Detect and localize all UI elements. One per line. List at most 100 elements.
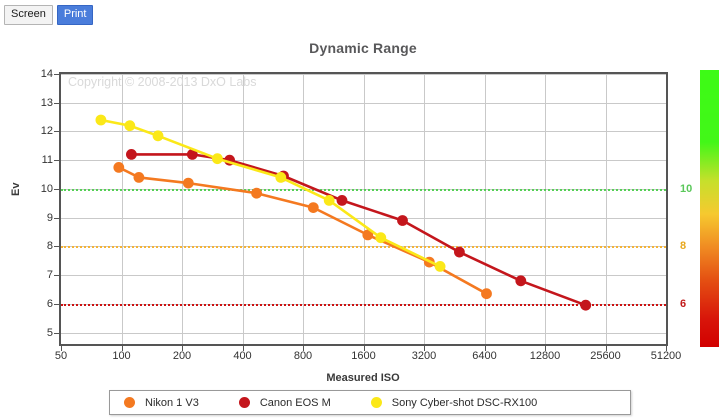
x-axis-tick-label: 12800	[529, 350, 561, 362]
x-axis-tick-label: 6400	[472, 350, 497, 362]
x-axis-tick-label: 25600	[590, 350, 621, 362]
gridline-vertical	[242, 74, 244, 344]
y-axis-tick-label: 6	[46, 297, 53, 310]
reference-line-6	[61, 303, 666, 306]
data-point[interactable]	[212, 153, 223, 165]
data-point[interactable]	[124, 120, 136, 132]
x-axis-tick-label: 800	[293, 350, 313, 362]
x-axis-tick-mark	[242, 346, 244, 351]
y-axis-tick-mark	[54, 217, 59, 219]
chart-legend: Nikon 1 V3 Canon EOS M Sony Cyber-shot DSC…	[109, 390, 631, 415]
x-axis-tick-mark	[363, 346, 365, 351]
data-point[interactable]	[95, 114, 107, 126]
chart-title: Dynamic Range	[309, 40, 417, 56]
y-axis-tick-mark	[54, 246, 59, 248]
y-axis-tick-label: 14	[40, 68, 53, 80]
x-axis-tick-mark	[424, 346, 425, 351]
data-point[interactable]	[152, 130, 164, 142]
data-point[interactable]	[375, 232, 387, 244]
y-axis-title: Ev	[10, 182, 22, 196]
legend-item[interactable]: Nikon 1 V3	[110, 391, 199, 414]
x-axis-tick-mark	[484, 346, 486, 351]
x-axis-tick-mark	[61, 346, 62, 351]
data-point[interactable]	[186, 149, 198, 160]
colorbar-label-10: 10	[680, 182, 693, 195]
gridline-vertical	[182, 74, 183, 344]
x-axis-tick-label: 400	[233, 350, 252, 362]
y-axis-tick-mark	[54, 303, 59, 305]
colorbar-label-8: 8	[680, 240, 687, 253]
gridline-vertical	[303, 74, 304, 344]
x-axis-tick-label: 50	[54, 350, 68, 362]
y-axis-tick-label: 10	[40, 182, 53, 195]
data-point[interactable]	[182, 177, 194, 189]
data-point[interactable]	[580, 299, 592, 311]
x-axis-tick-mark	[182, 346, 183, 351]
view-mode-toolbar: Screen Print	[4, 5, 94, 25]
x-axis-tick-label: 100	[112, 350, 131, 362]
y-axis-tick-label: 13	[40, 96, 53, 109]
y-axis-tick-mark	[54, 131, 59, 133]
data-point[interactable]	[126, 149, 137, 160]
x-axis-tick-label: 200	[172, 350, 192, 362]
x-axis-tick-label: 1600	[351, 350, 376, 362]
x-axis-tick-mark	[545, 346, 546, 351]
data-point[interactable]	[133, 172, 145, 183]
data-point[interactable]	[113, 162, 125, 173]
gridline-vertical	[424, 74, 425, 344]
series-2	[126, 149, 592, 311]
series-3	[95, 114, 446, 272]
quality-colorbar	[700, 70, 719, 347]
legend-item[interactable]: Canon EOS M	[199, 391, 331, 414]
x-axis-title: Measured ISO	[326, 372, 400, 384]
gridline-vertical	[121, 74, 123, 344]
series-1	[113, 162, 492, 300]
x-axis-tick-mark	[605, 346, 607, 351]
plot-area: Copyright © 2008-2013 DxO Labs	[59, 72, 668, 346]
y-axis-tick-mark	[54, 332, 59, 334]
data-point[interactable]	[323, 195, 335, 206]
data-point[interactable]	[434, 261, 446, 272]
colorbar-label-6: 6	[680, 297, 687, 310]
x-axis-tick-label: 3200	[411, 350, 437, 362]
legend-marker-icon	[370, 397, 382, 408]
print-mode-button[interactable]: Print	[56, 5, 94, 25]
data-point[interactable]	[397, 215, 408, 226]
reference-line-10	[61, 188, 666, 191]
data-point[interactable]	[251, 187, 262, 199]
gridline-vertical	[605, 74, 607, 344]
x-axis-tick-mark	[121, 346, 123, 351]
legend-label: Nikon 1 V3	[145, 396, 199, 409]
reference-line-8	[61, 246, 666, 249]
y-axis-tick-mark	[54, 275, 59, 277]
data-point[interactable]	[307, 202, 319, 214]
legend-marker-icon	[124, 397, 135, 408]
legend-label: Sony Cyber-shot DSC-RX100	[391, 396, 538, 409]
data-point[interactable]	[454, 246, 465, 258]
y-axis-tick-label: 9	[46, 211, 53, 224]
data-point[interactable]	[336, 195, 348, 206]
gridline-vertical	[484, 74, 486, 344]
data-point[interactable]	[481, 288, 492, 300]
legend-label: Canon EOS M	[259, 396, 331, 409]
data-point[interactable]	[515, 275, 527, 287]
screen-mode-button[interactable]: Screen	[4, 5, 53, 25]
y-axis-tick-label: 12	[40, 125, 53, 138]
x-axis-tick-label: 51200	[650, 350, 682, 362]
y-axis-tick-mark	[54, 160, 59, 162]
legend-marker-icon	[238, 397, 250, 408]
y-axis-tick-label: 8	[46, 240, 53, 253]
y-axis-tick-label: 11	[41, 154, 53, 167]
x-axis-tick-mark	[666, 346, 667, 351]
y-axis-tick-label: 5	[46, 326, 53, 339]
y-axis-tick-mark	[54, 74, 59, 75]
legend-item[interactable]: Sony Cyber-shot DSC-RX100	[331, 391, 538, 414]
data-series-layer	[95, 114, 592, 311]
x-axis-tick-mark	[303, 346, 304, 351]
y-axis-tick-mark	[54, 188, 59, 190]
data-point[interactable]	[275, 172, 287, 183]
data-point[interactable]	[362, 229, 374, 241]
gridline-vertical	[545, 74, 546, 344]
y-axis-tick-mark	[54, 102, 59, 104]
